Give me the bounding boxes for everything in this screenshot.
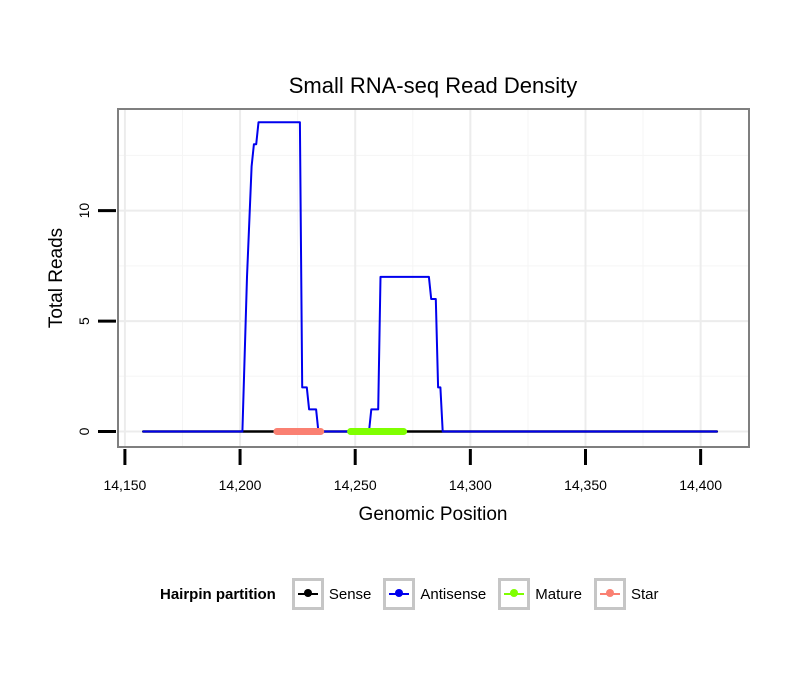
legend-item-sense: Sense — [291, 578, 378, 610]
legend-key-sense — [291, 578, 324, 610]
legend-label-mature: Mature — [535, 585, 582, 603]
x-tick-label: 14,350 — [564, 477, 607, 493]
y-tick-label: 0 — [76, 427, 92, 435]
legend-item-antisense: Antisense — [383, 578, 492, 610]
legend-label-star: Star — [630, 585, 659, 603]
legend-label-antisense: Antisense — [420, 585, 487, 603]
x-axis: 14,150 14,200 14,250 14,300 14,350 14,400 — [103, 449, 722, 493]
legend-title: Hairpin partition — [160, 585, 276, 603]
chart-title: Small RNA-seq Read Density — [289, 73, 578, 98]
legend-item-star: Star — [593, 578, 665, 610]
x-tick-label: 14,400 — [679, 477, 722, 493]
x-tick-label: 14,150 — [103, 477, 146, 493]
legend: Hairpin partition Sense Antisense Mature… — [160, 578, 670, 610]
plot-panel — [117, 108, 750, 448]
y-tick-label: 5 — [76, 317, 92, 325]
series-lines — [142, 121, 719, 435]
x-tick-label: 14,300 — [449, 477, 492, 493]
legend-key-antisense — [383, 578, 416, 610]
y-tick-label: 10 — [76, 203, 92, 219]
legend-key-mature — [498, 578, 531, 610]
y-axis-label: Total Reads — [46, 228, 67, 328]
legend-label-sense: Sense — [328, 585, 372, 603]
x-tick-label: 14,250 — [334, 477, 377, 493]
x-tick-label: 14,200 — [219, 477, 262, 493]
legend-item-mature: Mature — [498, 578, 588, 610]
x-axis-label: Genomic Position — [359, 504, 508, 525]
legend-key-star — [593, 578, 626, 610]
series-line-antisense — [142, 121, 718, 433]
y-axis: 0 5 10 — [76, 203, 116, 435]
